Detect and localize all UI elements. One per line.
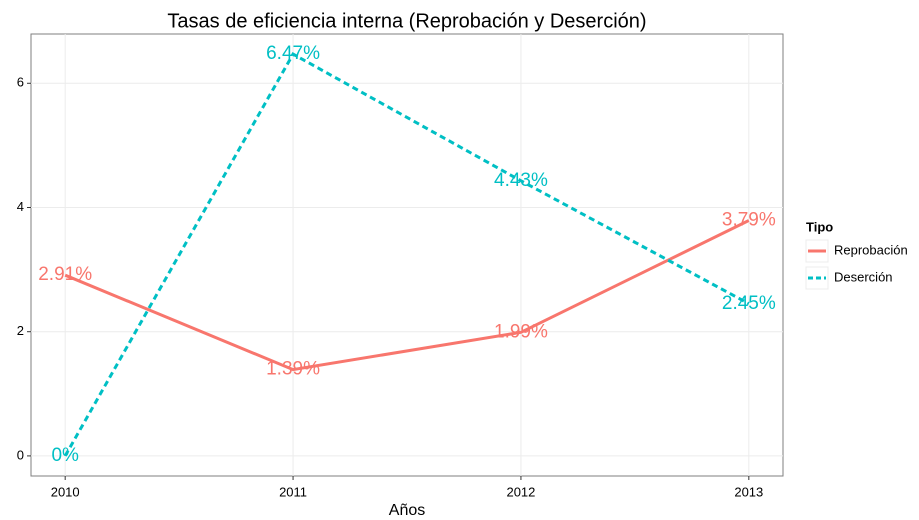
legend-title: Tipo xyxy=(806,219,833,234)
y-tick-label: 4 xyxy=(17,199,24,214)
data-label: 2.45% xyxy=(722,293,776,314)
x-tick-label: 2013 xyxy=(734,484,763,499)
series-line xyxy=(63,52,750,457)
data-label: 4.43% xyxy=(494,170,548,191)
y-tick-label: 0 xyxy=(17,447,24,462)
x-tick-label: 2010 xyxy=(51,484,80,499)
plot-panel xyxy=(30,33,784,477)
legend-label: Deserción xyxy=(834,269,893,284)
x-axis-label: Años xyxy=(389,502,425,519)
x-tick-label: 2012 xyxy=(506,484,535,499)
series-line xyxy=(64,219,750,372)
data-label: 1.99% xyxy=(494,321,548,342)
data-label: 0% xyxy=(51,445,79,466)
x-tick-label: 2011 xyxy=(279,484,307,499)
legend-label: Reprobación xyxy=(834,242,908,257)
chart-title: Tasas de eficiencia interna (Reprobación… xyxy=(167,10,646,32)
data-label: 2.91% xyxy=(38,264,92,285)
data-label: 1.39% xyxy=(266,359,320,380)
data-label: 6.47% xyxy=(266,43,320,64)
y-tick-label: 6 xyxy=(17,75,24,90)
y-tick-label: 2 xyxy=(17,323,24,338)
data-label: 3.79% xyxy=(722,210,776,231)
